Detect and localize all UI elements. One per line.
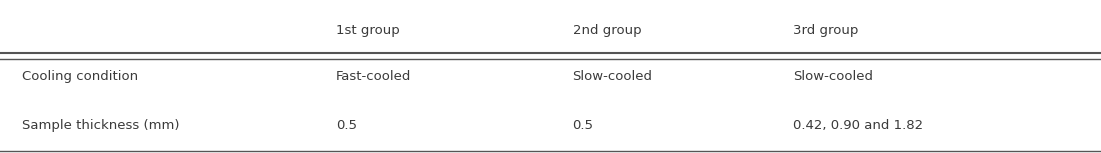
Text: 1st group: 1st group [336,24,400,37]
Text: Fast-cooled: Fast-cooled [336,70,411,83]
Text: Slow-cooled: Slow-cooled [573,70,653,83]
Text: 3rd group: 3rd group [793,24,858,37]
Text: 2nd group: 2nd group [573,24,641,37]
Text: 0.42, 0.90 and 1.82: 0.42, 0.90 and 1.82 [793,119,923,132]
Text: Sample thickness (mm): Sample thickness (mm) [22,119,179,132]
Text: 0.5: 0.5 [336,119,357,132]
Text: Cooling condition: Cooling condition [22,70,138,83]
Text: 0.5: 0.5 [573,119,593,132]
Text: Slow-cooled: Slow-cooled [793,70,873,83]
